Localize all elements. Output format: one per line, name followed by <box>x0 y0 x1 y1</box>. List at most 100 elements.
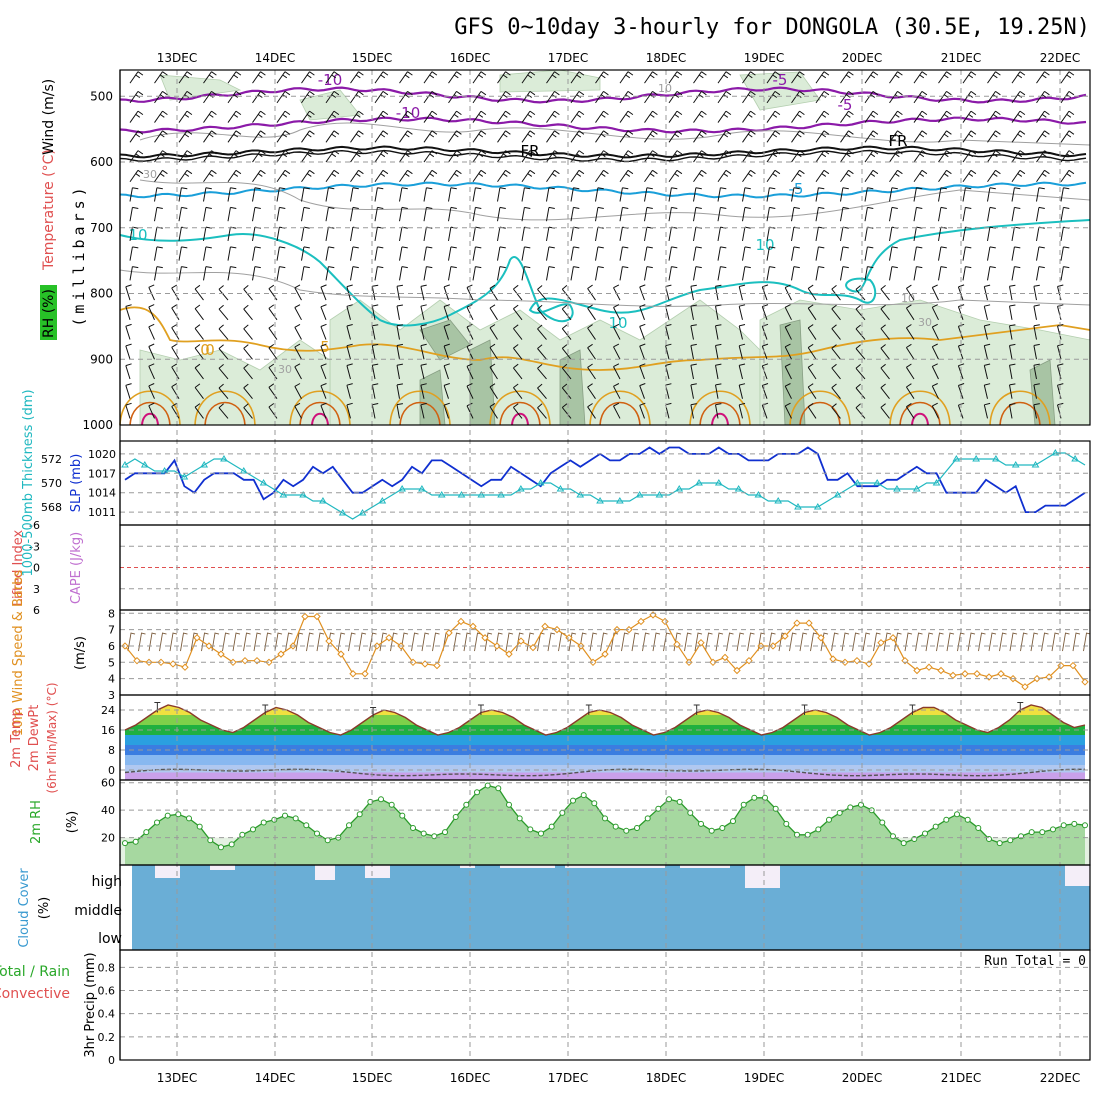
wind-barb <box>489 304 498 321</box>
wind10-barb <box>747 632 755 652</box>
wind10-barb <box>904 632 913 652</box>
wind10-barb <box>348 632 356 652</box>
wind10-barb <box>169 632 178 652</box>
wind10-barb <box>600 632 608 652</box>
wind-barb <box>913 226 923 242</box>
date-label-bottom: 15DEC <box>352 1071 392 1085</box>
wind-barb <box>761 383 769 399</box>
wind-barb <box>595 187 604 202</box>
thickness-point <box>239 467 248 474</box>
wind-barb <box>1033 363 1040 380</box>
li-ytick: -3 <box>29 540 40 553</box>
wind-barb <box>497 266 506 281</box>
rh-shading <box>739 71 821 111</box>
wind-barb <box>864 266 874 281</box>
wind-barb <box>987 169 1001 183</box>
wind-barb <box>218 403 229 419</box>
wind-barb <box>880 324 890 340</box>
wind-barb <box>570 206 580 222</box>
wind-barb <box>513 403 523 419</box>
wind-barb <box>766 90 781 104</box>
wind-barb <box>521 110 536 123</box>
wind-barb <box>864 71 879 84</box>
wind-barb <box>497 226 506 242</box>
rh-point <box>1071 820 1078 827</box>
wind-barb <box>423 130 438 143</box>
wind-barb <box>815 71 830 84</box>
rh-point <box>154 819 160 826</box>
wind-barb <box>448 266 457 281</box>
wind10-barb <box>862 632 871 652</box>
wind-barb <box>171 284 180 301</box>
wind10-barb <box>789 632 797 652</box>
contour-label: -10 <box>396 104 421 122</box>
date-label-bottom: 21DEC <box>941 1071 981 1085</box>
wind-barb <box>595 71 609 84</box>
wind10-barb <box>369 632 377 652</box>
wind-barb <box>268 284 278 301</box>
wind10-barb <box>1020 632 1028 652</box>
wind-barb <box>243 403 253 419</box>
wind-barb <box>831 403 841 419</box>
wind-barb <box>639 284 646 301</box>
wind-barb <box>840 130 854 143</box>
wind-barb <box>791 187 800 202</box>
wind-barb <box>243 383 253 400</box>
wind-barb <box>905 383 915 399</box>
wind-barb <box>717 246 727 261</box>
wind10-barb <box>390 632 398 652</box>
wind-barb <box>987 71 1001 84</box>
run-total: Run Total = 0 <box>984 954 1086 969</box>
wind-barb <box>791 110 805 123</box>
wind-barb <box>840 90 854 104</box>
wind-barb <box>1009 363 1016 380</box>
wind-barb <box>320 284 327 301</box>
wind-barb <box>346 324 353 340</box>
wind-barb <box>325 71 340 84</box>
rh-point <box>303 822 310 829</box>
wind-barb <box>889 169 903 183</box>
wind-barb <box>840 169 854 183</box>
wind-barb <box>864 226 874 242</box>
wind-barb <box>227 110 242 123</box>
date-label-top: 20DEC <box>842 51 882 65</box>
wind-barb <box>987 226 996 242</box>
wind10-barb <box>883 632 892 652</box>
wind10-barb <box>694 632 703 652</box>
wind-barb <box>218 324 229 340</box>
wind-barb <box>613 363 621 380</box>
date-label-top: 13DEC <box>157 51 197 65</box>
wind-barb <box>537 364 547 380</box>
thickness-point <box>200 461 209 468</box>
wind-barb <box>371 284 379 301</box>
wind-barb <box>129 150 144 163</box>
wind-barb <box>595 130 609 143</box>
precip-ytick: 0.6 <box>98 985 116 998</box>
wind10-point <box>889 634 897 642</box>
wind-barb <box>325 110 340 123</box>
wind-barb <box>864 169 879 183</box>
contour-label: 5 <box>320 338 330 356</box>
wind-barb <box>766 150 781 163</box>
wind10-barb <box>988 632 997 652</box>
precip-ytick: 0.4 <box>98 1008 116 1021</box>
wind-barb <box>374 246 384 261</box>
wind-barb <box>546 246 555 261</box>
wind-barb <box>325 266 335 281</box>
wind-barb <box>194 383 204 400</box>
wind10-barb <box>1072 632 1081 652</box>
wind-barb <box>587 363 596 380</box>
wind-barb <box>423 206 433 222</box>
wind-barb <box>1036 169 1050 183</box>
wind-barb <box>595 90 609 104</box>
wind-barb <box>938 206 947 222</box>
wind-barb <box>962 266 972 281</box>
temp-band <box>125 745 1085 755</box>
wind-barb <box>715 343 722 360</box>
wind-barb <box>931 343 939 360</box>
wind-barb <box>178 206 188 222</box>
wind-barb <box>448 130 462 143</box>
wind-barb <box>690 284 697 301</box>
rh-point <box>1007 837 1014 844</box>
isotherm-15 <box>119 306 1091 371</box>
